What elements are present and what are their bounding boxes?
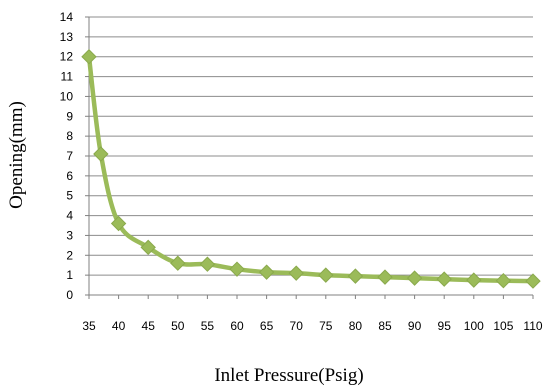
x-tick-label: 105 (493, 319, 513, 333)
x-axis-title: Inlet Pressure(Psig) (214, 365, 363, 386)
x-tick-label: 50 (171, 319, 185, 333)
data-point-marker (199, 256, 216, 272)
data-point-marker (495, 272, 512, 289)
y-tick-label: 10 (60, 89, 74, 103)
data-point-marker (110, 215, 127, 232)
data-point-marker (288, 265, 304, 281)
data-point-marker (93, 146, 109, 162)
y-tick-label: 14 (60, 10, 74, 24)
x-tick-label: 70 (290, 319, 304, 333)
x-tick-label: 90 (408, 319, 422, 333)
data-point-marker (436, 271, 452, 287)
x-tick-label: 35 (82, 319, 96, 333)
data-point-marker (347, 268, 364, 284)
y-tick-label: 7 (66, 149, 73, 163)
x-tick-label: 60 (230, 319, 244, 333)
x-tick-label: 95 (438, 319, 452, 333)
x-tick-label: 80 (349, 319, 363, 333)
x-tick-label: 100 (464, 319, 484, 333)
y-tick-label: 5 (66, 189, 73, 203)
data-point-marker (81, 49, 97, 65)
data-point-marker (140, 239, 156, 256)
data-point-marker (258, 264, 275, 280)
y-tick-label: 1 (66, 268, 73, 282)
y-tick-label: 11 (61, 70, 74, 84)
data-point-marker (377, 269, 393, 285)
x-tick-label: 75 (319, 319, 333, 333)
y-tick-label: 13 (60, 30, 74, 44)
x-tick-label: 45 (142, 319, 156, 333)
y-tick-label: 3 (66, 228, 73, 242)
y-tick-label: 0 (66, 288, 73, 302)
y-tick-label: 9 (66, 109, 73, 123)
y-tick-label: 8 (66, 129, 73, 143)
x-tick-label: 40 (112, 319, 126, 333)
y-axis-title: Opening(mm) (6, 101, 27, 209)
y-tick-label: 4 (66, 209, 73, 223)
data-point-marker (525, 273, 541, 289)
y-tick-label: 6 (66, 169, 73, 183)
x-tick-label: 55 (201, 319, 215, 333)
gridlines (89, 16, 533, 276)
series-group (81, 49, 541, 289)
data-point-marker (406, 270, 423, 286)
x-tick-label: 110 (523, 319, 542, 333)
y-tick-label: 2 (66, 248, 73, 262)
y-tick-label: 12 (60, 50, 74, 64)
data-point-marker (229, 261, 245, 277)
x-tick-label: 85 (378, 319, 392, 333)
data-point-marker (318, 267, 334, 283)
x-tick-label: 65 (260, 319, 274, 333)
x-tick-labels: 35 40 45 50 55 60 65 70 75 80 85 90 95 100 105 110 (82, 295, 543, 333)
data-point-marker (170, 255, 186, 271)
data-point-marker (466, 272, 482, 288)
